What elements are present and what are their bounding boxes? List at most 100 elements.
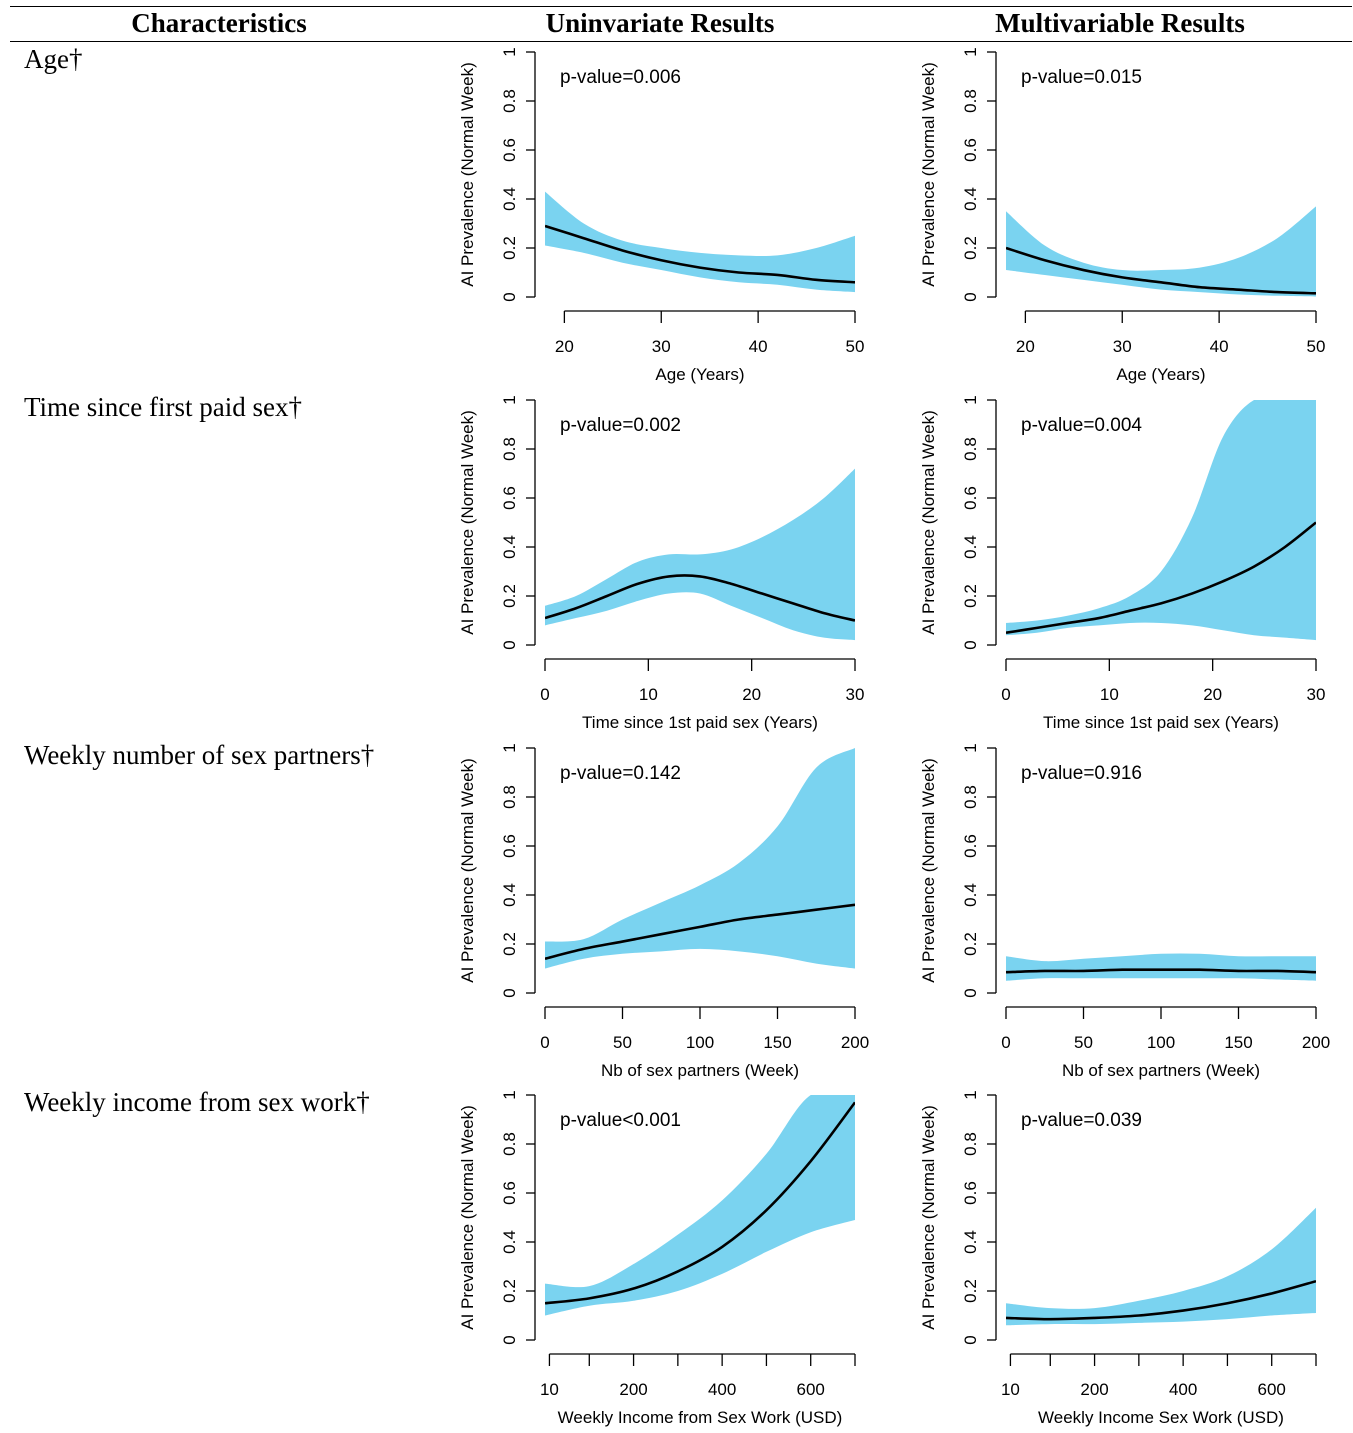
y-tick-label: 0.2 (961, 236, 980, 260)
y-tick-label: 0.8 (500, 1132, 519, 1156)
y-axis-label: AI Prevalence (Normal Week) (919, 62, 938, 287)
x-tick-label: 100 (686, 1033, 714, 1052)
y-tick-label: 0 (961, 292, 980, 301)
y-tick-label: 1 (500, 1090, 519, 1099)
y-tick-label: 0.4 (500, 1230, 519, 1254)
confidence-band (545, 468, 855, 641)
row-label-income: Weekly income from sex work† (24, 1087, 370, 1117)
y-tick-label: 0.8 (500, 785, 519, 809)
plot-age-univariate: 0 0.2 0.4 0.6 0.8 1 AI Prevalence (Normal Week… (458, 47, 864, 384)
x-tick-label: 10 (540, 1380, 559, 1399)
x-axis-label: Nb of sex partners (Week) (1062, 1061, 1260, 1080)
y-tick-label: 0 (961, 1335, 980, 1344)
x-tick-label: 10 (1100, 685, 1119, 704)
x-tick-label: 20 (1016, 337, 1035, 356)
x-tick-label: 30 (1113, 337, 1132, 356)
row-label-partners: Weekly number of sex partners† (24, 740, 375, 770)
table-top-rule (10, 6, 1352, 7)
row-label-age: Age† (24, 44, 83, 74)
y-axis-label: AI Prevalence (Normal Week) (458, 62, 477, 287)
p-value-annotation: p-value=0.039 (1021, 1110, 1142, 1131)
x-tick-label: 30 (652, 337, 671, 356)
y-tick-label: 0.6 (961, 834, 980, 858)
x-tick-label: 20 (1203, 685, 1222, 704)
y-tick-label: 0.6 (500, 138, 519, 162)
plot-partners-multivariable: 0 0.2 0.4 0.6 0.8 1 AI Prevalence (Normal Week… (919, 743, 1330, 1080)
table-header-rule (10, 41, 1352, 42)
y-tick-label: 0.4 (500, 187, 519, 211)
y-tick-label: 0 (500, 1335, 519, 1344)
y-tick-label: 0.4 (961, 1230, 980, 1254)
estimate-line (545, 574, 855, 622)
plot-partners-univariate: 0 0.2 0.4 0.6 0.8 1 AI Prevalence (Normal Week… (458, 743, 869, 1080)
y-tick-label: 0.6 (500, 1181, 519, 1205)
y-tick-label: 0.8 (961, 89, 980, 113)
p-value-annotation: p-value=0.015 (1021, 67, 1142, 88)
x-axis-label: Time since 1st paid sex (Years) (1043, 713, 1279, 732)
y-tick-label: 0 (961, 988, 980, 997)
p-value-annotation: p-value=0.916 (1021, 763, 1142, 784)
x-tick-label: 0 (540, 1033, 549, 1052)
y-axis-label: AI Prevalence (Normal Week) (458, 758, 477, 983)
estimate-line (545, 224, 855, 284)
x-tick-label: 10 (1001, 1380, 1020, 1399)
y-tick-label: 0.8 (961, 1132, 980, 1156)
y-tick-label: 0.2 (500, 1279, 519, 1303)
y-tick-label: 1 (500, 395, 519, 404)
plot-income-multivariable: 0 0.2 0.4 0.6 0.8 1 AI Prevalence (Normal Week… (919, 1090, 1317, 1427)
x-axis-label: Nb of sex partners (Week) (601, 1061, 799, 1080)
x-tick-label: 200 (841, 1033, 869, 1052)
x-tick-label: 400 (1169, 1380, 1197, 1399)
x-axis-label: Age (Years) (1116, 365, 1205, 384)
x-tick-label: 30 (846, 685, 865, 704)
x-axis-label: Age (Years) (655, 365, 744, 384)
estimate-line (545, 903, 855, 960)
x-tick-label: 50 (1074, 1033, 1093, 1052)
x-tick-label: 200 (1080, 1380, 1108, 1399)
y-tick-label: 0.6 (500, 486, 519, 510)
x-tick-label: 200 (1302, 1033, 1330, 1052)
y-tick-label: 0.6 (961, 138, 980, 162)
y-tick-label: 1 (961, 1090, 980, 1099)
x-tick-label: 600 (1258, 1380, 1286, 1399)
header-univariate: Uninvariate Results (545, 8, 775, 38)
y-tick-label: 0.2 (961, 932, 980, 956)
plot-income-univariate: 0 0.2 0.4 0.6 0.8 1 AI Prevalence (Normal Week… (458, 1090, 856, 1427)
x-tick-label: 50 (1307, 337, 1326, 356)
y-axis-label: AI Prevalence (Normal Week) (458, 1105, 477, 1330)
y-tick-label: 1 (961, 395, 980, 404)
y-tick-label: 0.4 (961, 535, 980, 559)
x-tick-label: 200 (619, 1380, 647, 1399)
x-tick-label: 30 (1307, 685, 1326, 704)
y-tick-label: 0.4 (961, 883, 980, 907)
plot-paid-sex-univariate: 0 0.2 0.4 0.6 0.8 1 AI Prevalence (Normal Week… (458, 395, 865, 732)
estimate-line (545, 1101, 855, 1305)
confidence-band (545, 191, 855, 293)
confidence-band (1006, 206, 1316, 297)
estimate-line (1006, 968, 1316, 974)
y-tick-label: 0.2 (961, 1279, 980, 1303)
x-tick-label: 10 (639, 685, 658, 704)
x-tick-label: 20 (555, 337, 574, 356)
p-value-annotation: p-value=0.002 (560, 415, 681, 436)
y-tick-label: 0.6 (961, 486, 980, 510)
y-tick-label: 0.8 (500, 437, 519, 461)
x-tick-label: 50 (613, 1033, 632, 1052)
p-value-annotation: p-value=0.006 (560, 67, 681, 88)
confidence-band (1006, 953, 1316, 981)
y-tick-label: 0.2 (961, 584, 980, 608)
y-tick-label: 0 (961, 640, 980, 649)
y-axis-label: AI Prevalence (Normal Week) (919, 758, 938, 983)
confidence-band (1006, 1207, 1316, 1326)
y-tick-label: 0.8 (961, 785, 980, 809)
y-tick-label: 0.2 (500, 932, 519, 956)
y-tick-label: 0.8 (500, 89, 519, 113)
x-tick-label: 100 (1147, 1033, 1175, 1052)
p-value-annotation: p-value=0.142 (560, 763, 681, 784)
x-axis-label: Weekly Income from Sex Work (USD) (558, 1408, 843, 1427)
x-tick-label: 600 (797, 1380, 825, 1399)
plot-paid-sex-multivariable: 0 0.2 0.4 0.6 0.8 1 AI Prevalence (Normal Week… (919, 395, 1326, 732)
y-tick-label: 0.2 (500, 236, 519, 260)
y-tick-label: 1 (500, 743, 519, 752)
x-tick-label: 40 (749, 337, 768, 356)
